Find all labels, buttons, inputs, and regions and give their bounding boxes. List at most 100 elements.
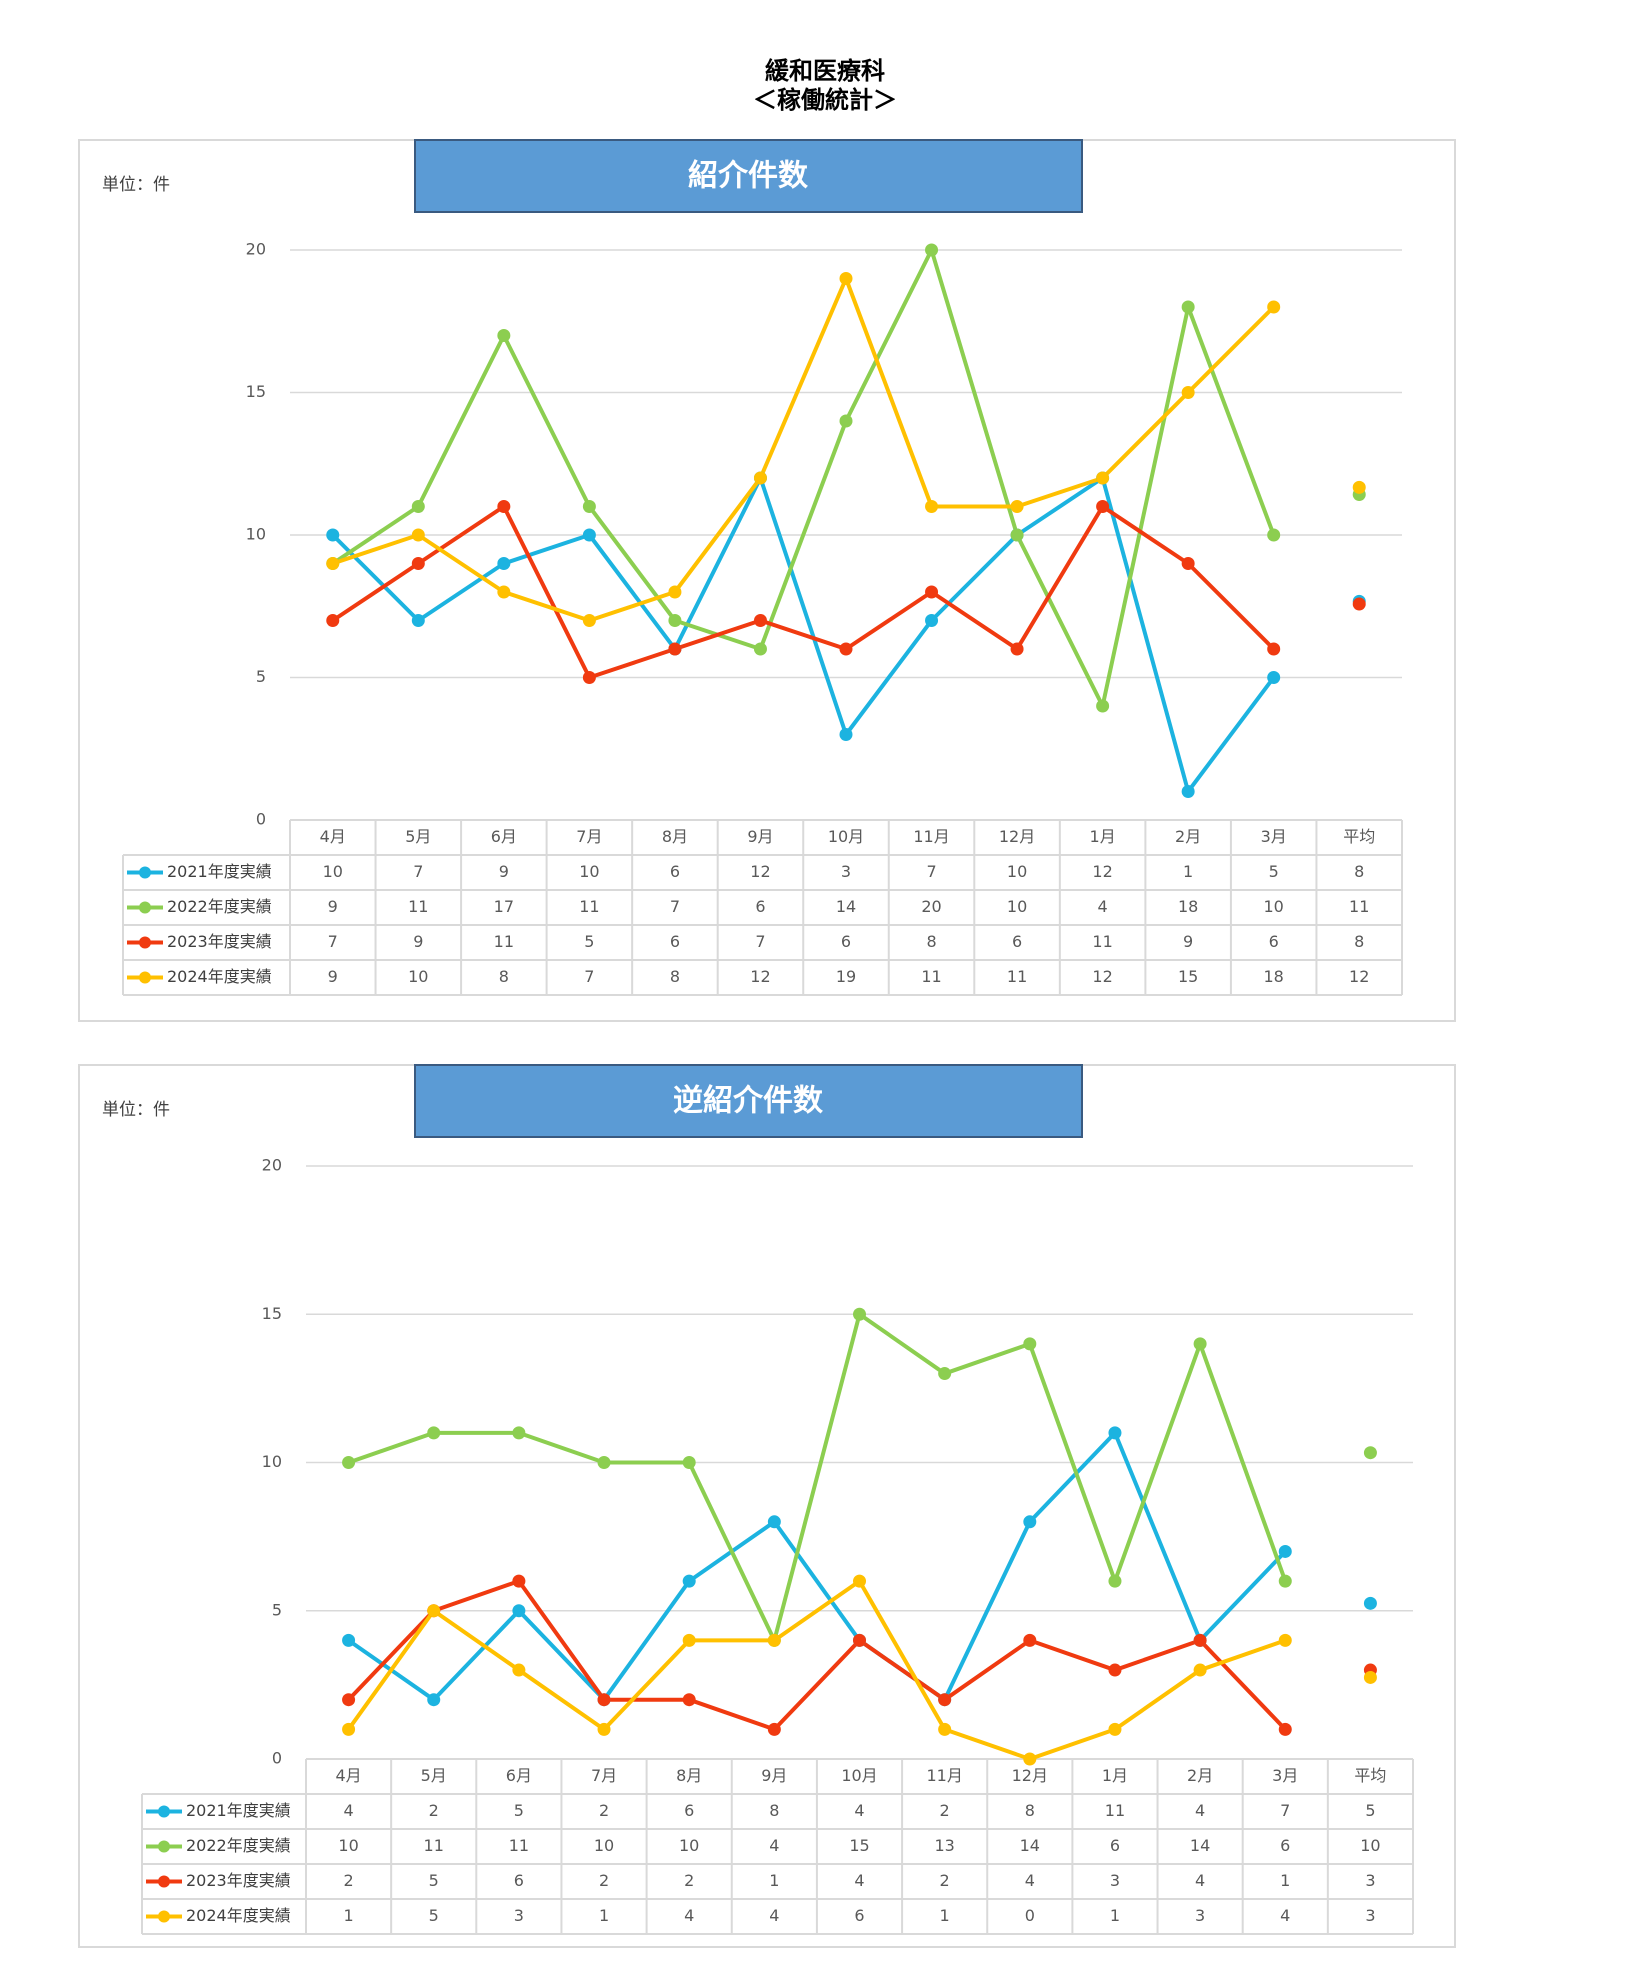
legend-label: 2024年度実績	[167, 967, 272, 986]
table-value: 5	[429, 1906, 439, 1925]
chart-title: 逆紹介件数	[673, 1084, 824, 1119]
legend-label: 2021年度実績	[186, 1801, 291, 1820]
data-point	[1193, 1663, 1207, 1677]
data-point	[938, 1722, 952, 1736]
x-tick-label: 4月	[320, 827, 346, 846]
table-value: 6	[684, 1801, 694, 1820]
data-point	[512, 1574, 526, 1588]
series-line	[347, 1312, 1288, 1643]
x-tick-label: 平均	[1343, 827, 1375, 846]
table-value: 8	[1354, 932, 1364, 951]
data-point	[497, 557, 511, 570]
data-point	[1096, 471, 1110, 485]
table-value: 4	[1195, 1871, 1205, 1890]
x-tick-label: 6月	[506, 1766, 532, 1785]
data-point	[1108, 1574, 1122, 1588]
table-value: 4	[769, 1906, 779, 1925]
table-value: 5	[584, 932, 594, 951]
table-value: 18	[1264, 967, 1284, 986]
table-value: 10	[408, 967, 428, 986]
legend-marker	[139, 866, 151, 879]
table-value: 11	[579, 897, 599, 916]
table-value: 7	[926, 862, 936, 881]
table-value: 3	[1365, 1871, 1375, 1890]
data-point	[1181, 386, 1195, 399]
data-point	[682, 1574, 696, 1588]
page-title: 緩和医療科	[765, 57, 885, 85]
table-value: 6	[670, 932, 680, 951]
y-tick-label: 15	[262, 1304, 282, 1323]
data-point	[925, 614, 939, 627]
data-point	[1108, 1722, 1122, 1736]
table-value: 15	[1178, 967, 1198, 986]
table-value: 8	[926, 932, 936, 951]
x-tick-label: 4月	[335, 1766, 361, 1785]
data-point	[925, 243, 939, 257]
data-point	[427, 1604, 441, 1618]
x-tick-label: 3月	[1261, 827, 1287, 846]
table-value: 10	[594, 1836, 614, 1855]
data-point	[326, 528, 340, 542]
page-subtitle: ＜稼働統計＞	[753, 86, 897, 114]
x-tick-label: 12月	[999, 827, 1035, 846]
table-value: 2	[940, 1801, 950, 1820]
table-value: 5	[1365, 1801, 1375, 1820]
y-tick-label: 0	[272, 1749, 282, 1768]
data-point	[597, 1693, 611, 1707]
table-value: 7	[328, 932, 338, 951]
data-point	[497, 585, 511, 599]
table-value: 14	[1190, 1836, 1210, 1855]
x-tick-label: 3月	[1272, 1766, 1298, 1785]
data-point	[512, 1604, 526, 1618]
data-point	[342, 1456, 356, 1469]
series-line	[331, 248, 1276, 708]
table-value: 3	[1195, 1906, 1205, 1925]
table-value: 8	[670, 967, 680, 986]
table-value: 6	[1012, 932, 1022, 951]
legend-marker	[139, 971, 151, 984]
table-value: 10	[1007, 897, 1027, 916]
table-value: 2	[599, 1871, 609, 1890]
table-value: 4	[854, 1871, 864, 1890]
y-tick-label: 15	[246, 382, 266, 401]
data-point	[1278, 1633, 1292, 1647]
table-value: 10	[1360, 1836, 1380, 1855]
legend-marker	[158, 1805, 170, 1818]
series-line	[347, 1579, 1287, 1732]
data-point	[342, 1633, 356, 1647]
average-point	[1363, 1596, 1377, 1610]
data-point	[427, 1426, 441, 1440]
x-tick-label: 1月	[1102, 1766, 1128, 1785]
table-value: 6	[514, 1871, 524, 1890]
series-line	[346, 1579, 1286, 1761]
legend-label: 2022年度実績	[186, 1836, 291, 1855]
data-point	[753, 614, 767, 627]
table-value: 4	[854, 1801, 864, 1820]
table-value: 9	[413, 932, 423, 951]
y-tick-label: 5	[272, 1600, 282, 1619]
series-line	[332, 276, 1276, 623]
data-point	[938, 1367, 952, 1381]
average-point	[1363, 1446, 1377, 1460]
table-value: 2	[940, 1871, 950, 1890]
table-value: 11	[494, 932, 514, 951]
data-point	[767, 1722, 781, 1736]
data-point	[767, 1633, 781, 1647]
data-point	[1193, 1337, 1207, 1351]
table-value: 4	[1025, 1871, 1035, 1890]
y-tick-label: 0	[256, 810, 266, 829]
data-point	[839, 642, 853, 656]
y-tick-label: 10	[246, 525, 266, 544]
data-point	[1010, 500, 1024, 513]
table-value: 17	[494, 897, 514, 916]
legend-marker	[158, 1840, 170, 1853]
data-point	[1181, 557, 1195, 570]
x-tick-label: 11月	[913, 827, 949, 846]
table-value: 6	[670, 862, 680, 881]
table-value: 8	[1354, 862, 1364, 881]
table-value: 9	[328, 897, 338, 916]
x-tick-label: 7月	[576, 827, 602, 846]
data-point	[1181, 785, 1195, 798]
x-tick-label: 11月	[926, 1766, 962, 1785]
